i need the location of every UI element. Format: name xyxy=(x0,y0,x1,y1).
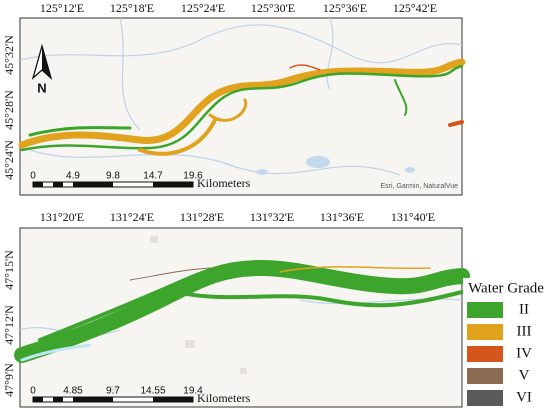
latitude-label: 45°24'N xyxy=(2,140,16,180)
scale-unit: Kilometers xyxy=(197,176,251,190)
longitude-label: 125°12'E xyxy=(40,1,84,15)
streams xyxy=(19,17,463,176)
longitude-label: 131°40'E xyxy=(391,210,435,224)
latitude-label: 45°28'N xyxy=(2,90,16,130)
map-frame xyxy=(19,227,463,408)
legend-label: VI xyxy=(516,389,532,405)
legend-swatch xyxy=(467,302,503,318)
scale-bar-segment xyxy=(73,397,113,402)
north-label: N xyxy=(37,80,46,95)
attribution: Esri, Garmin, NaturalVue xyxy=(380,183,458,190)
legend-swatch xyxy=(467,390,503,406)
scale-bar-segment xyxy=(53,182,63,187)
legend-label: III xyxy=(517,323,532,339)
longitude-label: 131°24'E xyxy=(110,210,154,224)
longitude-label: 131°36'E xyxy=(320,210,364,224)
legend-swatch xyxy=(467,346,503,362)
lakes xyxy=(256,156,415,175)
scale-label: 19.6 xyxy=(183,171,203,182)
scale-label: 19.4 xyxy=(183,386,203,397)
longitude-label: 125°42'E xyxy=(393,1,437,15)
legend-label: V xyxy=(519,367,530,383)
scale-label: 9.8 xyxy=(106,171,120,182)
legend-label: IV xyxy=(516,345,532,361)
scale-bar-segment xyxy=(153,397,193,402)
scale-unit: Kilometers xyxy=(197,391,251,405)
longitude-label: 125°18'E xyxy=(110,1,154,15)
latitude-label: 45°32'N xyxy=(2,35,16,75)
longitude-label: 131°20'E xyxy=(40,210,84,224)
scale-bar-segment xyxy=(33,182,43,187)
legend-swatch xyxy=(467,368,503,384)
legend-label: II xyxy=(519,301,529,317)
scale-label: 14.7 xyxy=(143,171,163,182)
scale-bar-segment xyxy=(73,182,113,187)
scale-label: 9.7 xyxy=(106,386,120,397)
longitude-label: 125°36'E xyxy=(323,1,367,15)
latitude-label: 47°12'N xyxy=(2,305,16,345)
scale-bar-segment xyxy=(33,397,43,402)
scale-bar-segment xyxy=(153,182,193,187)
patches xyxy=(110,236,247,391)
scale-label: 4.85 xyxy=(63,386,83,397)
scale-bar-segment xyxy=(53,397,63,402)
latitude-label: 47°15'N xyxy=(2,250,16,290)
legend-swatch xyxy=(467,324,503,340)
river-top xyxy=(18,58,466,156)
scale-label: 0 xyxy=(30,171,36,182)
river-bottom xyxy=(14,259,470,363)
scale-label: 14.55 xyxy=(140,386,165,397)
scale-label: 4.9 xyxy=(66,171,80,182)
north-arrow xyxy=(31,43,53,80)
latitude-label: 47°9'N xyxy=(2,363,16,397)
longitude-label: 131°32'E xyxy=(250,210,294,224)
scale-label: 0 xyxy=(30,386,36,397)
longitude-label: 125°30'E xyxy=(251,1,295,15)
longitude-label: 125°24'E xyxy=(181,1,225,15)
map-frame xyxy=(19,17,463,196)
legend-title: Water Grade xyxy=(468,280,544,296)
legend-box xyxy=(463,278,549,412)
longitude-label: 131°28'E xyxy=(180,210,224,224)
